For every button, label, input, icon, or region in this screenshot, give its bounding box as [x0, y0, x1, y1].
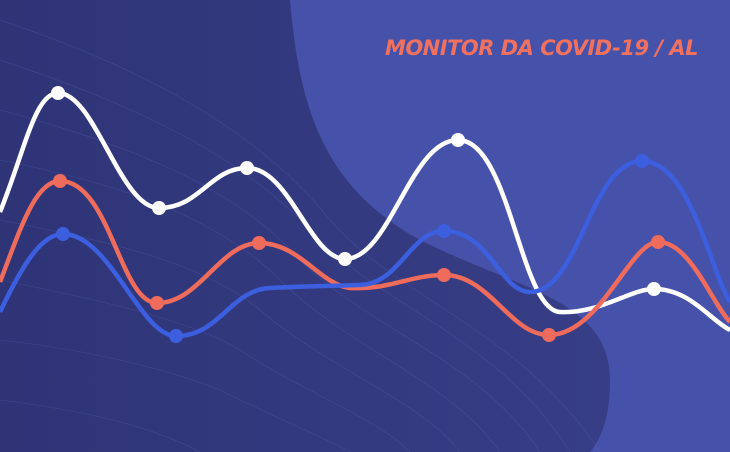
- orange-markers: [53, 174, 665, 342]
- white-markers: [51, 86, 661, 296]
- wave-mesh-lines: [0, 19, 601, 452]
- blue-line: [0, 158, 730, 339]
- page-title: MONITOR DA COVID-19 / AL: [384, 36, 699, 60]
- orange-line: [0, 178, 730, 338]
- blue-markers: [56, 154, 649, 343]
